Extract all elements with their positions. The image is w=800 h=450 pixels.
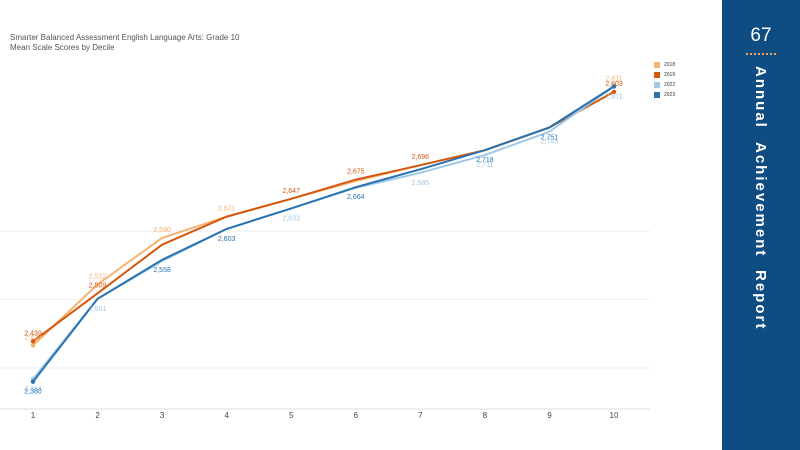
legend-swatch xyxy=(654,91,660,98)
x-tick-label: 9 xyxy=(547,411,552,420)
chart-legend: 2018 2019 2022 2023 xyxy=(654,60,675,100)
data-label: 2,718 xyxy=(476,157,494,164)
data-label: 2,380 xyxy=(24,389,42,396)
data-label: 2,590 xyxy=(153,227,171,234)
data-label: 2,647 xyxy=(282,188,300,195)
data-label: 2,696 xyxy=(412,154,430,161)
data-label: 2,675 xyxy=(347,169,365,176)
x-tick-label: 6 xyxy=(354,411,359,420)
data-label: 2,745 xyxy=(541,139,559,146)
legend-swatch xyxy=(654,71,660,78)
series-line-2018 xyxy=(32,85,615,347)
series-line-2023 xyxy=(32,85,615,383)
chart-subtitle: Mean Scale Scores by Decile xyxy=(10,43,115,52)
legend-label: 2019 xyxy=(664,71,676,78)
data-label: 2,621 xyxy=(218,206,236,213)
series-start-point xyxy=(30,339,36,344)
series-start-point xyxy=(30,343,36,348)
series-line-2019 xyxy=(32,91,615,343)
side-title-achievement: Achievement xyxy=(752,142,769,258)
data-label: 2,751 xyxy=(541,135,559,142)
legend-label: 2022 xyxy=(664,81,676,88)
series-line-2022 xyxy=(32,85,615,380)
data-label: 2,501 xyxy=(89,306,107,313)
series-end-point xyxy=(611,84,617,89)
data-label: 2,803 xyxy=(605,81,623,88)
x-tick-label: 4 xyxy=(224,411,229,420)
data-label: 2,811 xyxy=(606,93,623,100)
page-number-divider xyxy=(746,53,776,55)
data-label: 2,685 xyxy=(412,180,430,187)
page-number: 67 xyxy=(750,25,772,46)
data-label: 2,439 xyxy=(24,330,42,337)
data-label: 2,664 xyxy=(347,194,365,201)
data-label: 2,711 xyxy=(476,162,493,169)
legend-label: 2023 xyxy=(664,91,676,98)
data-label: 2,811 xyxy=(606,75,623,82)
data-label: 2,633 xyxy=(282,215,300,222)
x-tick-label: 8 xyxy=(483,411,488,420)
x-tick-label: 7 xyxy=(418,411,423,420)
legend-item-2019[interactable]: 2019 xyxy=(654,70,675,79)
side-title-annual: Annual xyxy=(752,66,769,129)
legend-swatch xyxy=(654,81,660,88)
chart-title: Smarter Balanced Assessment English Lang… xyxy=(10,33,240,42)
data-label: 2,509 xyxy=(89,282,107,289)
data-label: 2,384 xyxy=(24,386,42,393)
legend-item-2023[interactable]: 2023 xyxy=(654,90,675,99)
chart-area: Smarter Balanced Assessment English Lang… xyxy=(0,33,675,420)
data-label: 2,603 xyxy=(218,236,236,243)
series-end-point xyxy=(611,89,617,95)
x-tick-label: 3 xyxy=(160,411,165,420)
legend-label: 2018 xyxy=(664,61,676,68)
series-start-point xyxy=(30,379,36,384)
x-tick-label: 2 xyxy=(95,411,100,420)
legend-item-2018[interactable]: 2018 xyxy=(654,60,675,69)
data-label: 2,522 xyxy=(89,273,107,280)
x-tick-label: 10 xyxy=(610,411,619,420)
legend-item-2022[interactable]: 2022 xyxy=(654,80,675,89)
side-title-report: Report xyxy=(752,270,769,331)
legend-swatch xyxy=(654,61,660,68)
data-label: 2,558 xyxy=(153,267,171,274)
x-tick-label: 1 xyxy=(31,411,36,420)
side-panel: 67 Annual Achievement Report xyxy=(722,0,800,450)
x-tick-label: 5 xyxy=(289,411,294,420)
data-label: 2,433 xyxy=(24,334,42,341)
